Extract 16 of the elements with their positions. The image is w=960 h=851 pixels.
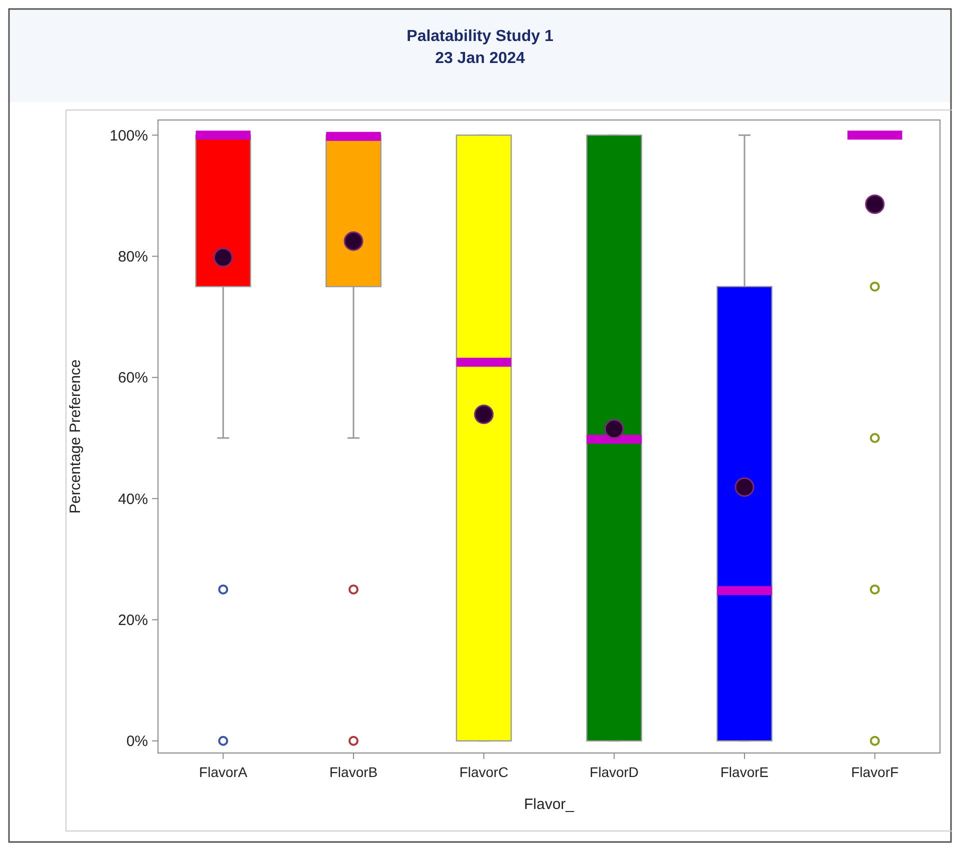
x-tick-label: FlavorE bbox=[720, 764, 769, 780]
x-axis-title: Flavor_ bbox=[524, 796, 575, 813]
x-tick-label: FlavorB bbox=[329, 764, 378, 780]
x-tick-label: FlavorF bbox=[851, 764, 899, 780]
y-tick-label: 0% bbox=[126, 733, 148, 750]
y-axis-title: Percentage Preference bbox=[67, 359, 84, 514]
chart-title: Palatability Study 1 bbox=[406, 28, 554, 45]
y-tick-label: 80% bbox=[118, 248, 148, 266]
y-tick-label: 100% bbox=[110, 127, 148, 144]
x-tick-label: FlavorC bbox=[459, 764, 508, 780]
x-tick-label: FlavorD bbox=[590, 764, 639, 780]
chart-subtitle: 23 Jan 2024 bbox=[435, 50, 526, 67]
y-tick-label: 20% bbox=[118, 612, 148, 629]
y-tick-label: 60% bbox=[118, 370, 148, 387]
y-tick-label: 40% bbox=[118, 490, 148, 508]
x-tick-label: FlavorA bbox=[199, 764, 248, 780]
